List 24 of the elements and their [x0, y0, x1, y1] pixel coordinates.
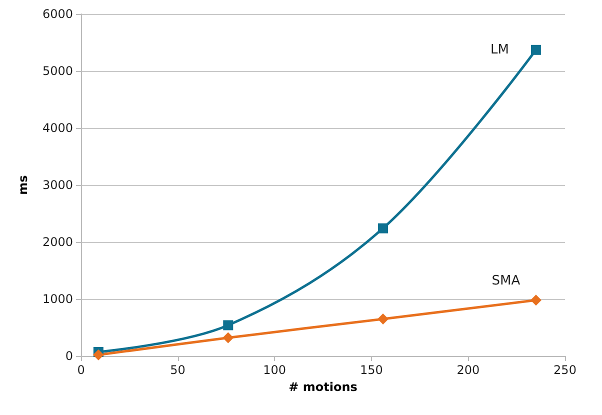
x-tick-label: 200 [456, 363, 480, 377]
y-tick-label: 5000 [42, 64, 73, 78]
series-label: LM [490, 42, 509, 58]
y-tick-label: 6000 [42, 7, 73, 21]
x-tick-label: 250 [554, 363, 576, 377]
point [222, 332, 234, 344]
x-tick-label: 100 [263, 363, 286, 377]
y-tick-label: 3000 [42, 178, 73, 192]
y-tick-label: 1000 [42, 292, 73, 306]
point [223, 320, 234, 330]
x-tick-label: 150 [360, 363, 383, 377]
y-tick-label: 4000 [42, 121, 73, 135]
point [378, 223, 388, 234]
series-label: SMA [492, 274, 520, 289]
point [92, 349, 104, 360]
y-axis-title: ms [16, 175, 30, 195]
x-axis-title: # motions [288, 380, 358, 394]
y-tick-label: 0 [65, 349, 73, 363]
point [378, 313, 389, 324]
x-tick-label: 0 [77, 363, 85, 377]
point [530, 44, 541, 55]
y-tick-label: 2000 [42, 235, 73, 249]
point [530, 294, 542, 306]
x-tick-label: 50 [170, 363, 186, 377]
